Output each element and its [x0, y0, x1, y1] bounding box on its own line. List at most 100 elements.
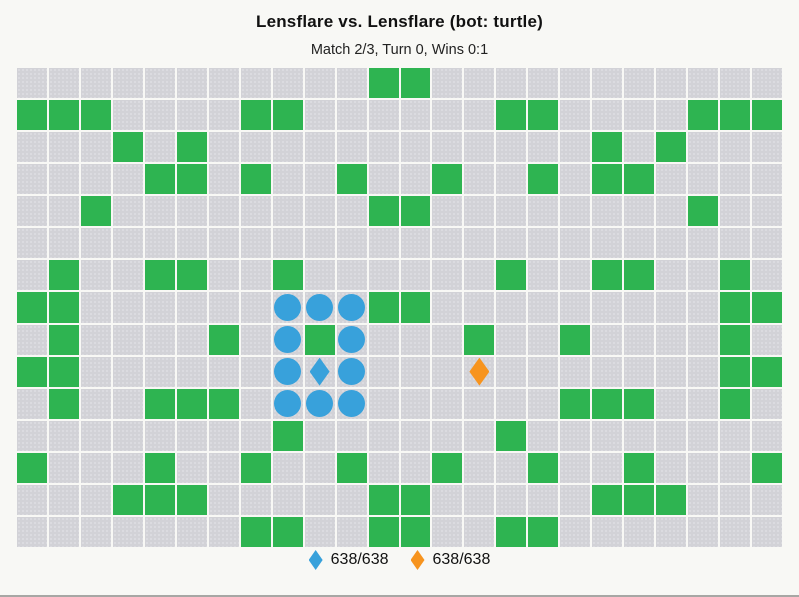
- board-cell-green: [560, 324, 591, 355]
- board-cell-green: [720, 388, 751, 419]
- board-cell: [240, 388, 271, 419]
- board-cell: [368, 324, 399, 355]
- board-cell: [336, 420, 367, 451]
- board-cell: [720, 164, 751, 195]
- board-cell: [560, 132, 591, 163]
- board-cell-green: [48, 100, 79, 131]
- board-cell-green: [624, 452, 655, 483]
- board-cell: [528, 324, 559, 355]
- board-cell: [112, 164, 143, 195]
- board-cell: [496, 228, 527, 259]
- board-cell: [752, 420, 782, 451]
- bottom-border: [0, 595, 799, 597]
- board-cell: [496, 164, 527, 195]
- board-cell: [48, 516, 79, 547]
- board-cell-green: [528, 452, 559, 483]
- board-cell: [752, 132, 782, 163]
- board-cell: [624, 420, 655, 451]
- board-cell: [688, 292, 719, 323]
- board-cell-green: [400, 68, 431, 99]
- board-cell: [720, 452, 751, 483]
- board-cell: [144, 100, 175, 131]
- board-cell: [400, 260, 431, 291]
- board-cell: [240, 324, 271, 355]
- blue-circle-piece: [306, 390, 334, 418]
- board-cell: [432, 100, 463, 131]
- board-cell-green: [592, 260, 623, 291]
- board-cell: [304, 196, 335, 227]
- board-cell: [624, 196, 655, 227]
- board-cell: [528, 68, 559, 99]
- board-cell: [48, 132, 79, 163]
- board-cell: [17, 420, 47, 451]
- board-cell: [272, 484, 303, 515]
- board-cell: [112, 260, 143, 291]
- board-cell: [624, 228, 655, 259]
- board-cell: [432, 420, 463, 451]
- board-cell: [432, 132, 463, 163]
- board-cell: [240, 420, 271, 451]
- board-cell: [304, 164, 335, 195]
- board-cell: [592, 196, 623, 227]
- board-cell: [17, 196, 47, 227]
- board-cell: [592, 452, 623, 483]
- board-cell: [112, 196, 143, 227]
- board-cell: [560, 100, 591, 131]
- board-cell-green: [240, 452, 271, 483]
- orange-player-piece: [469, 357, 490, 386]
- board-cell: [208, 260, 239, 291]
- board-cell: [656, 516, 687, 547]
- match-header: Lensflare vs. Lensflare (bot: turtle) Ma…: [0, 0, 799, 58]
- board-cell-green: [592, 132, 623, 163]
- board-cell: [528, 196, 559, 227]
- board-cell-green: [528, 516, 559, 547]
- board-cell: [17, 324, 47, 355]
- board-cell: [80, 132, 111, 163]
- board-cell-green: [432, 164, 463, 195]
- blue-player-piece: [309, 357, 330, 386]
- board-cell: [432, 196, 463, 227]
- board-cell-green: [336, 452, 367, 483]
- board-cell: [272, 132, 303, 163]
- board-cell: [240, 292, 271, 323]
- board-cell: [656, 292, 687, 323]
- board-cell: [464, 484, 495, 515]
- board-cell: [80, 516, 111, 547]
- board-cell: [304, 452, 335, 483]
- board-cell: [112, 228, 143, 259]
- board-cell-green: [560, 388, 591, 419]
- board-cell: [624, 100, 655, 131]
- board-cell: [208, 68, 239, 99]
- board-cell: [368, 420, 399, 451]
- orange-player-health: 638/638: [432, 551, 491, 568]
- board-cell: [560, 356, 591, 387]
- board-cell: [48, 420, 79, 451]
- board-cell: [368, 228, 399, 259]
- board-cell: [496, 292, 527, 323]
- board-cell: [240, 356, 271, 387]
- board-cell-green: [496, 420, 527, 451]
- board-cell: [240, 132, 271, 163]
- board-cell-green: [464, 324, 495, 355]
- board-cell: [560, 292, 591, 323]
- board-cell: [560, 164, 591, 195]
- board-cell: [304, 388, 335, 419]
- board-cell: [176, 196, 207, 227]
- board-cell: [464, 356, 495, 387]
- board-cell: [720, 516, 751, 547]
- board-cell: [432, 516, 463, 547]
- board-cell: [112, 68, 143, 99]
- board-cell-green: [688, 100, 719, 131]
- board-cell: [528, 260, 559, 291]
- board-cell-green: [752, 100, 782, 131]
- board-cell: [80, 420, 111, 451]
- board-cell-green: [528, 164, 559, 195]
- board-cell: [720, 484, 751, 515]
- board-cell-green: [368, 68, 399, 99]
- board-cell: [48, 164, 79, 195]
- board-cell-green: [656, 132, 687, 163]
- board-cell: [144, 292, 175, 323]
- board-cell: [144, 516, 175, 547]
- board-cell: [432, 68, 463, 99]
- board-cell: [48, 68, 79, 99]
